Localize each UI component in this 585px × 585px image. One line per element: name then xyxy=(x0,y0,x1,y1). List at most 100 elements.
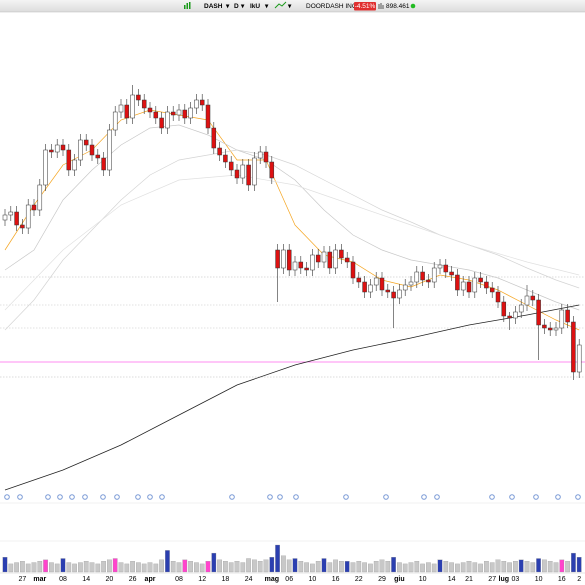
volume-bar xyxy=(25,563,31,573)
volume-bar xyxy=(542,559,547,573)
symbol[interactable]: DASH xyxy=(204,3,223,10)
candle-body xyxy=(205,104,211,129)
volume-bar xyxy=(310,563,315,573)
volume-bar xyxy=(14,562,19,573)
volume-bar xyxy=(513,561,518,573)
moving-average-line xyxy=(4,304,580,491)
candle-body xyxy=(356,277,362,283)
x-tick-label: 22 xyxy=(355,576,363,583)
volume-bar xyxy=(292,558,298,573)
volume-bar xyxy=(339,561,344,573)
volume-bar xyxy=(211,552,217,573)
volume-bar xyxy=(304,562,309,573)
volume-bar xyxy=(327,562,333,573)
event-icon xyxy=(343,494,349,500)
volume-bar xyxy=(350,562,356,573)
event-icon xyxy=(383,494,389,500)
candle-body xyxy=(124,104,130,119)
volume-bar xyxy=(275,544,280,573)
volume-bar xyxy=(472,562,478,573)
candle-body xyxy=(420,271,425,281)
candle-body xyxy=(37,184,43,211)
x-tick-label: 24 xyxy=(245,576,253,583)
volume-bar xyxy=(112,558,118,573)
candle-body xyxy=(199,99,205,106)
dropdown-arrow[interactable]: ▾ xyxy=(287,3,292,10)
volume-bar xyxy=(95,563,101,573)
event-icon xyxy=(229,494,235,500)
change: -4.51% xyxy=(355,3,376,10)
candle-body xyxy=(391,291,396,299)
volume-bar xyxy=(426,562,431,573)
candle-body xyxy=(576,344,582,373)
volume-bar xyxy=(252,559,257,573)
volume-bar xyxy=(217,559,222,573)
chart-style-icon[interactable] xyxy=(184,2,191,9)
candle-body xyxy=(228,161,234,171)
candle-body xyxy=(385,289,391,293)
volume-bar xyxy=(385,561,391,573)
dropdown-arrow[interactable]: ▾ xyxy=(264,3,269,10)
event-icon xyxy=(114,494,120,500)
volume-bar xyxy=(501,561,507,573)
volume-bar xyxy=(391,557,396,573)
candle-body xyxy=(431,267,437,283)
candle-body xyxy=(414,271,420,283)
candle-body xyxy=(455,274,460,291)
status-dot xyxy=(410,3,416,9)
volume-bar xyxy=(321,558,327,573)
candle-body xyxy=(217,147,222,156)
volume-bar xyxy=(478,563,483,573)
volume-bar xyxy=(159,559,164,573)
candle-body xyxy=(530,295,536,301)
event-icon xyxy=(575,494,581,500)
volume-bar xyxy=(194,562,199,573)
line-icon[interactable] xyxy=(274,1,287,9)
volume-bar xyxy=(234,561,240,573)
candle-body xyxy=(466,281,472,293)
candle-body xyxy=(518,304,524,313)
candle-body xyxy=(489,287,495,293)
candle-body xyxy=(107,129,112,171)
candle-body xyxy=(182,109,188,119)
dropdown-arrow[interactable]: ▾ xyxy=(240,3,245,10)
candle-body xyxy=(542,324,547,329)
event-icon xyxy=(489,494,495,500)
event-icon xyxy=(555,494,561,500)
candle-body xyxy=(43,149,48,186)
x-tick-label: apr xyxy=(145,576,156,583)
volume-bar xyxy=(281,555,286,573)
candle-body xyxy=(72,159,77,171)
mode[interactable]: IkU xyxy=(250,3,260,10)
candle-body xyxy=(536,299,541,326)
dropdown-arrow[interactable]: ▾ xyxy=(225,3,230,10)
x-tick-label: 10 xyxy=(309,576,317,583)
volume-bar xyxy=(141,563,147,573)
x-tick-label: 2 xyxy=(577,576,581,583)
interval[interactable]: D xyxy=(234,3,239,10)
candle-body xyxy=(240,164,246,179)
volume-bar xyxy=(147,562,153,573)
event-icon xyxy=(421,494,427,500)
candle-body xyxy=(553,327,559,331)
candle-body xyxy=(176,109,182,116)
candle-body xyxy=(362,281,367,293)
x-tick-label: lug xyxy=(499,576,510,583)
volume-bar xyxy=(484,561,489,573)
event-icon xyxy=(277,494,283,500)
candle-body xyxy=(350,261,356,279)
candle-body xyxy=(449,271,454,276)
volume-bar xyxy=(182,559,188,573)
event-icon xyxy=(434,494,440,500)
candle-body xyxy=(2,214,8,221)
x-tick-label: 14 xyxy=(82,576,90,583)
volume-bar xyxy=(536,558,541,573)
event-icon xyxy=(69,494,75,500)
candle-body xyxy=(379,277,385,291)
volume-bar xyxy=(449,562,454,573)
toolbar-background xyxy=(0,0,585,12)
volume-bar xyxy=(333,559,338,573)
candle-body xyxy=(165,111,170,129)
candle-body xyxy=(112,111,118,131)
